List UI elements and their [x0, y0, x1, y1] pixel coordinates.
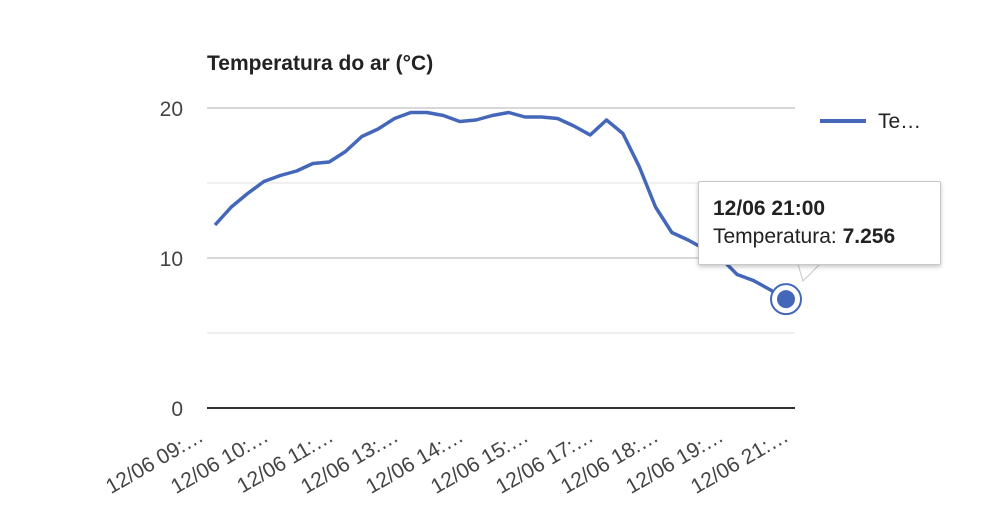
tooltip-value: 7.256	[842, 225, 896, 248]
gridlines	[207, 107, 795, 334]
legend-label: Te…	[878, 110, 921, 133]
series-line-temperatura[interactable]	[213, 110, 787, 301]
tooltip-caret	[797, 263, 822, 282]
y-tick-label: 10	[160, 248, 183, 271]
x-axis-ticks: 12/06 09:…12/06 10:…12/06 11:…12/06 13:……	[102, 424, 793, 498]
tooltip-row: Temperatura: 7.256	[713, 222, 926, 252]
highlight-dot[interactable]	[777, 290, 795, 309]
data-tooltip: 12/06 21:00 Temperatura: 7.256	[698, 181, 941, 265]
tooltip-title: 12/06 21:00	[713, 197, 826, 220]
highlighted-point[interactable]	[770, 283, 802, 316]
legend: Te…	[820, 110, 921, 133]
tooltip-label: Temperatura:	[713, 225, 837, 248]
chart-title: Temperatura do ar (°C)	[207, 52, 433, 75]
y-axis-ticks: 0 10 20	[160, 98, 183, 421]
y-tick-label: 20	[160, 98, 183, 121]
y-tick-label: 0	[171, 398, 183, 421]
